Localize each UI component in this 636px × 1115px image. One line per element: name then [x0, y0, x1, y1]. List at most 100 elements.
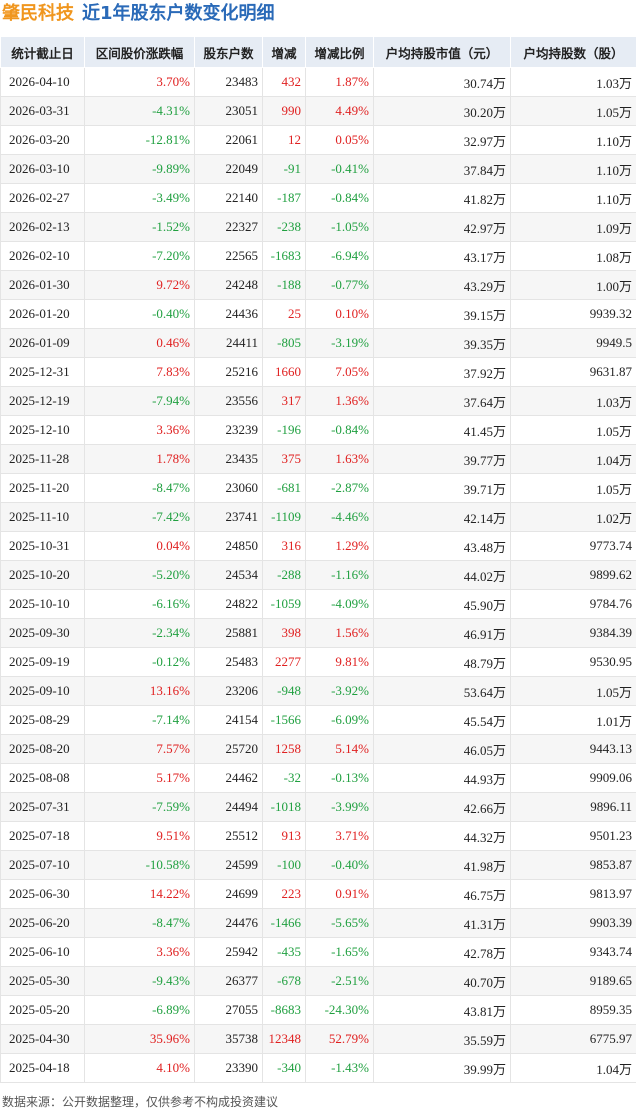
table-cell: 2025-06-10: [0, 937, 85, 967]
table-cell: -7.42%: [84, 502, 195, 532]
table-cell: 32.97万: [373, 125, 511, 155]
table-cell: -2.34%: [84, 618, 195, 648]
table-row: 2025-06-10 3.36% 25942 -435 -1.65% 42.78万 9343…: [0, 937, 636, 967]
table-cell: -1059: [262, 589, 306, 619]
table-cell: 53.64万: [373, 676, 511, 706]
table-cell: 39.99万: [373, 1053, 511, 1083]
holder-table: 统计截止日 区间股价涨跌幅 股东户数 增减 增减比例 户均持股市值（元） 户均持股数（股） …: [0, 36, 636, 1083]
table-cell: 46.91万: [373, 618, 511, 648]
table-row: 2025-10-10 -6.16% 24822 -1059 -4.09% 45.90万 97…: [0, 589, 636, 619]
table-cell: 2026-01-20: [0, 299, 85, 329]
table-row: 2026-01-20 -0.40% 24436 25 0.10% 39.15万 9939.3…: [0, 299, 636, 329]
table-cell: 2026-04-10: [0, 67, 85, 97]
table-cell: -1018: [262, 792, 306, 822]
table-cell: 990: [262, 96, 306, 126]
table-cell: 0.05%: [305, 125, 374, 155]
table-cell: -1.52%: [84, 212, 195, 242]
table-cell: 44.93万: [373, 763, 511, 793]
table-cell: 8959.35: [510, 995, 636, 1025]
table-cell: 2025-04-30: [0, 1024, 85, 1054]
table-cell: -7.20%: [84, 241, 195, 271]
table-cell: 40.70万: [373, 966, 511, 996]
table-cell: 2025-07-31: [0, 792, 85, 822]
table-cell: -1.05%: [305, 212, 374, 242]
table-cell: 3.70%: [84, 67, 195, 97]
table-cell: 3.71%: [305, 821, 374, 851]
table-cell: 23206: [194, 676, 263, 706]
table-cell: 44.32万: [373, 821, 511, 851]
table-cell: 2025-10-20: [0, 560, 85, 590]
table-cell: 43.48万: [373, 531, 511, 561]
table-cell: 48.79万: [373, 647, 511, 677]
table-cell: 39.71万: [373, 473, 511, 503]
table-cell: 9899.62: [510, 560, 636, 590]
title-bar: 肇民科技 近1年股东户数变化明细: [0, 0, 636, 36]
table-cell: 42.66万: [373, 792, 511, 822]
table-cell: 2025-10-10: [0, 589, 85, 619]
table-cell: 2026-01-09: [0, 328, 85, 358]
table-cell: 1.09万: [510, 212, 636, 242]
table-cell: 316: [262, 531, 306, 561]
table-row: 2026-02-27 -3.49% 22140 -187 -0.84% 41.82万 1.1…: [0, 183, 636, 213]
table-cell: 1.05万: [510, 473, 636, 503]
table-cell: -0.77%: [305, 270, 374, 300]
table-cell: 2025-11-10: [0, 502, 85, 532]
table-cell: 2025-04-18: [0, 1053, 85, 1083]
table-cell: 23060: [194, 473, 263, 503]
table-cell: 22049: [194, 154, 263, 184]
table-cell: 2025-12-31: [0, 357, 85, 387]
table-cell: -188: [262, 270, 306, 300]
table-cell: 24436: [194, 299, 263, 329]
table-cell: 2025-05-20: [0, 995, 85, 1025]
table-cell: -1683: [262, 241, 306, 271]
table-cell: 1.03万: [510, 386, 636, 416]
table-cell: 2026-02-10: [0, 241, 85, 271]
table-cell: -91: [262, 154, 306, 184]
table-cell: -238: [262, 212, 306, 242]
table-cell: -3.19%: [305, 328, 374, 358]
table-cell: 9903.39: [510, 908, 636, 938]
table-body: 2026-04-10 3.70% 23483 432 1.87% 30.74万 1.03万 2…: [0, 67, 636, 1083]
table-cell: 0.46%: [84, 328, 195, 358]
table-cell: 27055: [194, 995, 263, 1025]
table-cell: 9343.74: [510, 937, 636, 967]
table-cell: 24476: [194, 908, 263, 938]
table-cell: 375: [262, 444, 306, 474]
table-cell: 22565: [194, 241, 263, 271]
table-cell: 30.74万: [373, 67, 511, 97]
table-cell: 2026-01-30: [0, 270, 85, 300]
table-cell: 4.49%: [305, 96, 374, 126]
table-cell: 22061: [194, 125, 263, 155]
table-cell: 2277: [262, 647, 306, 677]
table-cell: 5.14%: [305, 734, 374, 764]
table-cell: 2025-08-08: [0, 763, 85, 793]
table-cell: 22140: [194, 183, 263, 213]
table-cell: 37.92万: [373, 357, 511, 387]
table-cell: 1.02万: [510, 502, 636, 532]
table-cell: 2025-08-29: [0, 705, 85, 735]
table-cell: -6.09%: [305, 705, 374, 735]
table-cell: 9949.5: [510, 328, 636, 358]
table-cell: -948: [262, 676, 306, 706]
table-cell: 1.56%: [305, 618, 374, 648]
table-cell: -3.99%: [305, 792, 374, 822]
table-row: 2026-02-13 -1.52% 22327 -238 -1.05% 42.97万 1.0…: [0, 212, 636, 242]
header-row: 统计截止日 区间股价涨跌幅 股东户数 增减 增减比例 户均持股市值（元） 户均持股数（股）: [0, 36, 636, 68]
table-cell: 45.54万: [373, 705, 511, 735]
table-cell: 432: [262, 67, 306, 97]
header-cell: 区间股价涨跌幅: [84, 36, 195, 68]
table-cell: 25720: [194, 734, 263, 764]
table-cell: 9.51%: [84, 821, 195, 851]
table-cell: 0.91%: [305, 879, 374, 909]
table-row: 2025-12-10 3.36% 23239 -196 -0.84% 41.45万 1.05…: [0, 415, 636, 445]
table-cell: 1.05万: [510, 415, 636, 445]
table-row: 2025-07-18 9.51% 25512 913 3.71% 44.32万 9501.2…: [0, 821, 636, 851]
table-cell: 35738: [194, 1024, 263, 1054]
table-cell: 37.64万: [373, 386, 511, 416]
table-cell: -7.59%: [84, 792, 195, 822]
table-cell: 2026-03-10: [0, 154, 85, 184]
table-cell: 25942: [194, 937, 263, 967]
table-row: 2025-11-28 1.78% 23435 375 1.63% 39.77万 1.04万: [0, 444, 636, 474]
table-cell: 9.72%: [84, 270, 195, 300]
